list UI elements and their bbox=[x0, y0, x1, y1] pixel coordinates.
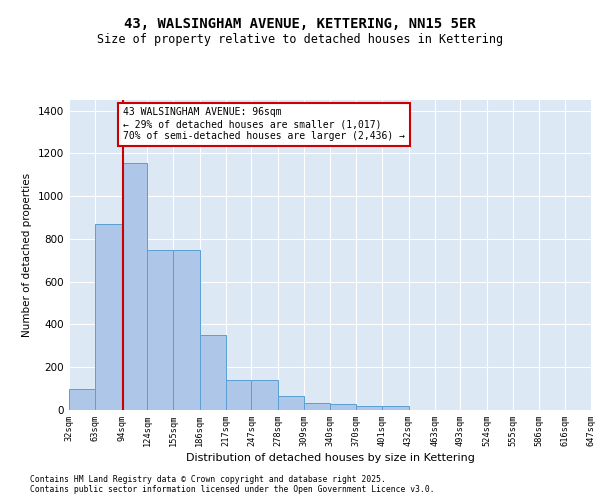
Bar bbox=[382, 406, 409, 410]
Bar bbox=[278, 396, 304, 410]
Bar bbox=[147, 250, 173, 410]
Bar bbox=[95, 224, 122, 410]
Bar bbox=[226, 380, 251, 410]
Text: 43, WALSINGHAM AVENUE, KETTERING, NN15 5ER: 43, WALSINGHAM AVENUE, KETTERING, NN15 5… bbox=[124, 18, 476, 32]
Bar bbox=[122, 163, 147, 410]
Y-axis label: Number of detached properties: Number of detached properties bbox=[22, 173, 32, 337]
Bar bbox=[69, 388, 95, 410]
Bar bbox=[304, 402, 331, 410]
Bar bbox=[356, 406, 382, 410]
Bar bbox=[251, 380, 278, 410]
Bar bbox=[200, 335, 226, 410]
Text: Size of property relative to detached houses in Kettering: Size of property relative to detached ho… bbox=[97, 32, 503, 46]
X-axis label: Distribution of detached houses by size in Kettering: Distribution of detached houses by size … bbox=[185, 454, 475, 464]
Text: Contains HM Land Registry data © Crown copyright and database right 2025.: Contains HM Land Registry data © Crown c… bbox=[30, 476, 386, 484]
Bar bbox=[173, 250, 200, 410]
Bar bbox=[331, 404, 356, 410]
Text: 43 WALSINGHAM AVENUE: 96sqm
← 29% of detached houses are smaller (1,017)
70% of : 43 WALSINGHAM AVENUE: 96sqm ← 29% of det… bbox=[124, 108, 406, 140]
Text: Contains public sector information licensed under the Open Government Licence v3: Contains public sector information licen… bbox=[30, 486, 434, 494]
